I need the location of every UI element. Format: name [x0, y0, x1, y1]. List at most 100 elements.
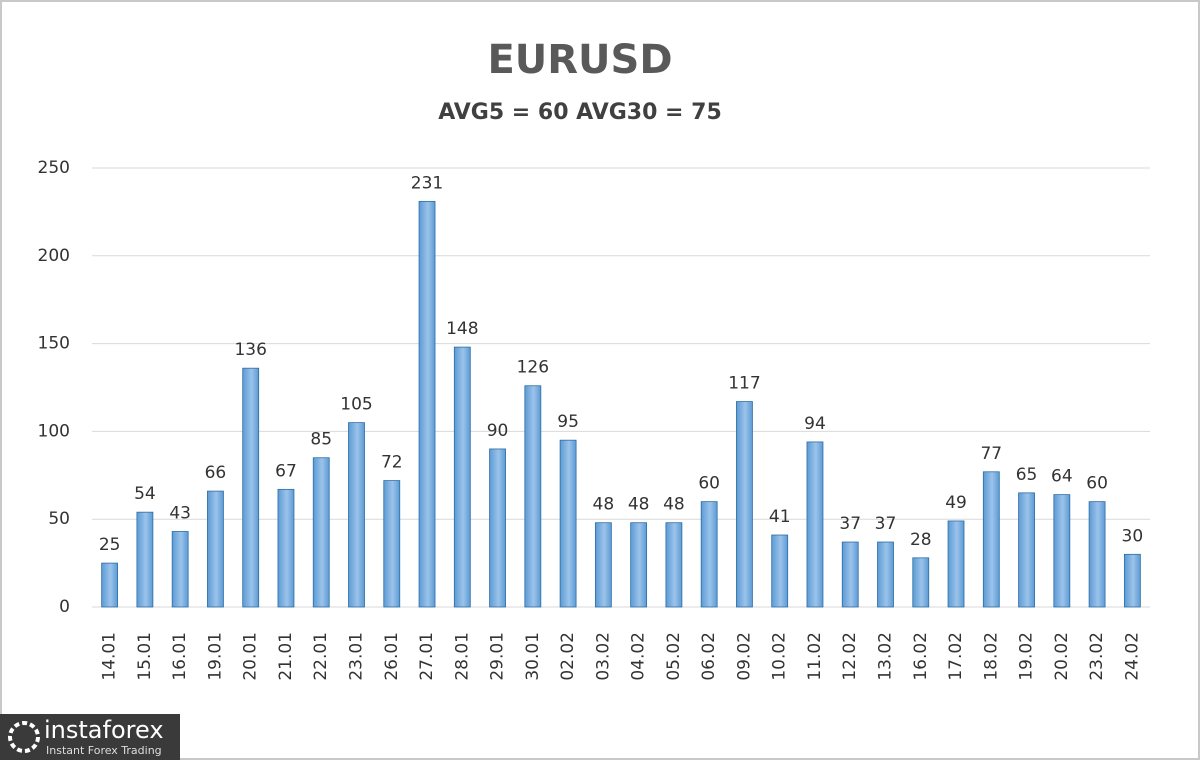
bar [1053, 494, 1071, 608]
bar [418, 200, 436, 608]
bar [559, 439, 577, 608]
bar [982, 471, 1000, 608]
bar [277, 488, 295, 608]
x-tick-label: 10.02 [770, 632, 790, 681]
bar [1018, 492, 1035, 608]
x-tick-label: 19.01 [205, 632, 225, 681]
data-label: 60 [698, 474, 720, 494]
data-label: 30 [1122, 526, 1144, 546]
x-tick-label: 15.01 [135, 632, 155, 681]
y-tick-label: 250 [38, 158, 70, 178]
bar [312, 457, 330, 608]
data-label: 136 [234, 340, 266, 360]
bar [489, 448, 506, 608]
bar [453, 346, 471, 608]
bar [242, 367, 260, 608]
data-label: 48 [663, 495, 685, 515]
x-tick-label: 29.01 [488, 632, 508, 681]
data-label: 126 [517, 358, 549, 378]
bar [171, 531, 189, 608]
data-label: 37 [875, 514, 897, 534]
chart-subtitle: AVG5 = 60 AVG30 = 75 [438, 100, 722, 125]
x-tick-label: 16.02 [911, 632, 931, 681]
y-tick-label: 0 [59, 597, 70, 617]
x-tick-label: 24.02 [1122, 632, 1142, 681]
bar [736, 401, 753, 608]
bar [630, 522, 648, 608]
x-tick-label: 05.02 [664, 632, 684, 681]
data-label: 37 [839, 514, 861, 534]
data-label: 54 [134, 484, 156, 504]
data-label: 117 [728, 374, 760, 394]
data-label: 64 [1051, 467, 1073, 487]
data-label: 85 [310, 430, 332, 450]
x-tick-label: 20.02 [1052, 632, 1072, 681]
data-label: 48 [628, 495, 650, 515]
x-tick-label: 02.02 [558, 632, 578, 681]
x-tick-label: 09.02 [734, 632, 754, 681]
data-label: 77 [980, 444, 1002, 464]
bar [771, 534, 789, 608]
x-tick-label: 12.02 [840, 632, 860, 681]
y-tick-label: 100 [38, 421, 70, 441]
data-label: 28 [910, 530, 932, 550]
x-tick-label: 22.01 [311, 632, 331, 681]
data-label: 72 [381, 453, 403, 473]
x-tick-label: 18.02 [981, 632, 1001, 681]
logo: instaforex Instant Forex Trading [0, 714, 180, 760]
data-label: 41 [769, 507, 791, 527]
data-label: 25 [99, 535, 121, 555]
x-tick-label: 16.01 [170, 632, 190, 681]
x-tick-label: 03.02 [593, 632, 613, 681]
bar [806, 441, 824, 608]
bar [841, 541, 859, 608]
x-tick-label: 13.02 [876, 632, 896, 681]
bar [912, 557, 930, 608]
data-label: 49 [945, 493, 967, 513]
data-label: 43 [169, 503, 191, 523]
bar [101, 562, 119, 608]
data-label: 48 [593, 495, 615, 515]
logo-tagline: Instant Forex Trading [46, 744, 162, 757]
logo-name: instaforex [44, 716, 164, 744]
bar [348, 422, 365, 608]
data-label: 90 [487, 421, 509, 441]
data-label: 65 [1016, 465, 1038, 485]
logo-icon [8, 721, 40, 753]
bar [383, 480, 401, 608]
bar [1123, 553, 1141, 608]
logo-box [0, 714, 180, 760]
bar [665, 522, 683, 608]
bar [947, 520, 965, 608]
bar [524, 385, 542, 608]
data-label: 231 [411, 173, 443, 193]
x-tick-label: 23.01 [347, 632, 367, 681]
data-label: 94 [804, 414, 826, 434]
data-label: 67 [275, 461, 297, 481]
bar [594, 522, 612, 608]
y-tick-label: 150 [38, 334, 70, 354]
data-label: 66 [205, 463, 227, 483]
x-tick-label: 17.02 [946, 632, 966, 681]
x-tick-label: 06.02 [699, 632, 719, 681]
bar [136, 511, 154, 608]
data-label: 95 [557, 412, 579, 432]
bar [207, 490, 224, 608]
x-tick-label: 04.02 [629, 632, 649, 681]
data-label: 105 [340, 395, 372, 415]
bar [877, 541, 894, 608]
x-tick-label: 20.01 [241, 632, 261, 681]
data-label: 60 [1086, 474, 1108, 494]
bar [1088, 501, 1106, 608]
x-tick-label: 23.02 [1087, 632, 1107, 681]
x-tick-label: 11.02 [805, 632, 825, 681]
x-tick-label: 21.01 [276, 632, 296, 681]
y-tick-label: 50 [48, 509, 70, 529]
x-tick-label: 26.01 [382, 632, 402, 681]
x-tick-label: 28.01 [452, 632, 472, 681]
x-tick-label: 27.01 [417, 632, 437, 681]
chart-title: EURUSD [487, 37, 672, 83]
y-tick-label: 200 [38, 246, 70, 266]
